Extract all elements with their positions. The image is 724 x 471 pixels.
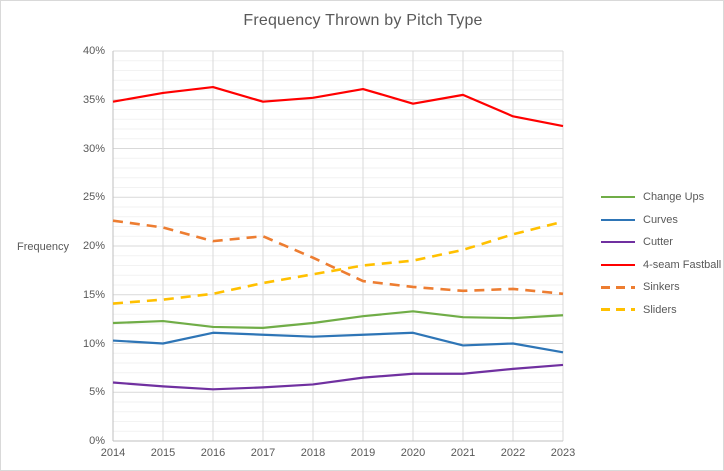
legend-item-sliders: Sliders (601, 299, 677, 321)
x-tick-label: 2022 (500, 447, 526, 459)
legend-label: Curves (643, 213, 678, 226)
y-tick-label: 40% (82, 45, 105, 57)
y-axis-title: Frequency (17, 241, 69, 253)
x-tick-label: 2015 (150, 447, 176, 459)
x-tick-label: 2018 (300, 447, 326, 459)
legend-line-sample (601, 196, 635, 198)
legend-label: 4-seam Fastball (643, 258, 722, 271)
series-line-sinkers (112, 219, 564, 296)
legend-label: Sliders (643, 303, 677, 316)
legend-label: Cutter (643, 236, 673, 248)
y-tick-label: 0% (89, 435, 105, 447)
y-tick-label: 20% (82, 240, 105, 252)
series-line-change-ups (112, 310, 564, 329)
y-tick-label: 35% (82, 93, 105, 106)
series-line-cutter (112, 363, 564, 391)
y-tick-label: 10% (82, 337, 105, 350)
chart-title: Frequency Thrown by Pitch Type (243, 12, 483, 29)
legend-item-cutter: Cutter (601, 231, 673, 253)
series-line-curves (112, 331, 564, 354)
legend-item-curves: Curves (601, 209, 678, 231)
x-tick-label: 2023 (550, 447, 576, 459)
x-tick-label: 2019 (350, 447, 376, 459)
x-tick-label: 2016 (200, 447, 226, 459)
x-tick-label: 2017 (250, 447, 276, 459)
y-tick-label: 15% (82, 288, 105, 301)
legend-line-sample (601, 218, 635, 221)
legend-line-sample (601, 308, 635, 311)
legend-label: Change Ups (643, 191, 705, 203)
legend-line-sample (601, 285, 635, 289)
y-tick-label: 5% (89, 386, 105, 399)
legend-item-change-ups: Change Ups (601, 186, 704, 208)
y-tick-label: 30% (82, 142, 105, 155)
series-line-sliders (112, 220, 564, 305)
y-tick-label: 25% (82, 191, 105, 204)
legend-line-sample (601, 263, 635, 266)
legend-label: Sinkers (643, 281, 680, 293)
legend-item-sinkers: Sinkers (601, 276, 680, 298)
series-line-4-seam-fastball (112, 85, 564, 128)
legend-item-4-seam-fastball: 4-seam Fastball (601, 254, 721, 276)
x-tick-label: 2014 (100, 447, 126, 459)
x-tick-label: 2021 (450, 447, 476, 459)
legend-line-sample (601, 241, 635, 243)
x-tick-label: 2020 (400, 447, 426, 459)
